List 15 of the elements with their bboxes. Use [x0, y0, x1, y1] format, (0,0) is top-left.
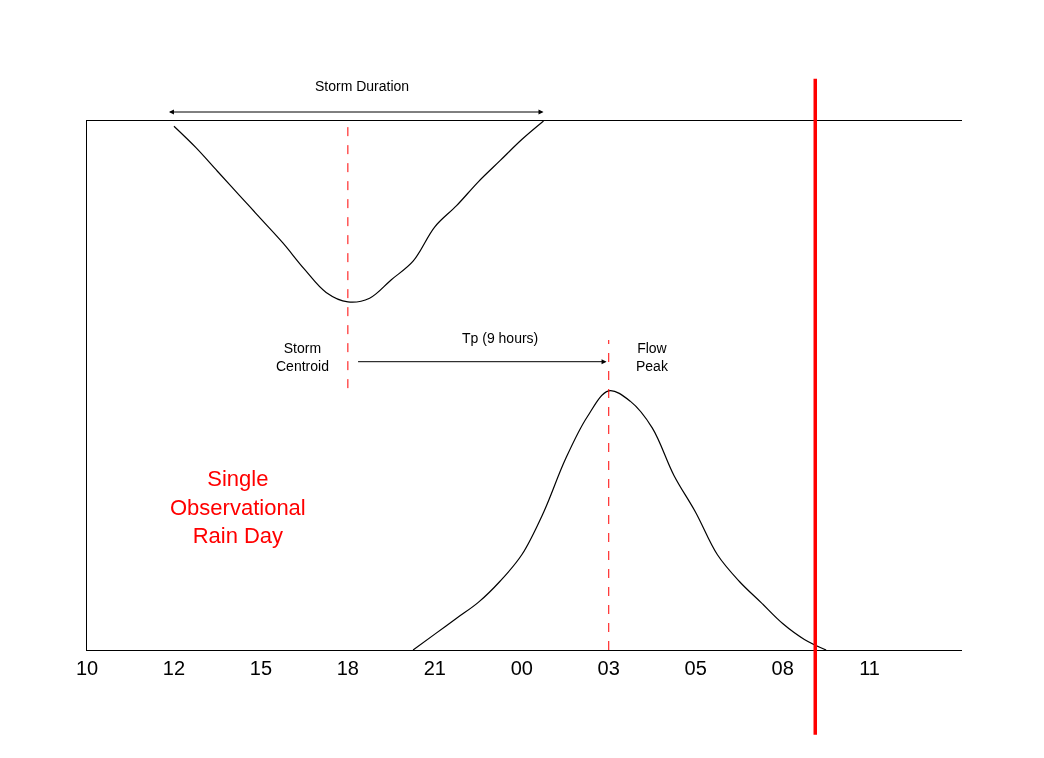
x-tick-label: 00: [510, 657, 533, 679]
x-tick-label: 12: [162, 657, 186, 679]
annotation: Storm Centroid: [276, 340, 329, 375]
text: Storm Duration: [315, 78, 410, 94]
x-tick-label: 21: [423, 657, 446, 679]
x-tick-label: 10: [75, 657, 99, 679]
x-tick-label: 15: [249, 657, 273, 679]
annotation: Tp (9 hours): [462, 330, 539, 346]
x-tick-label: 18: [336, 657, 359, 679]
x-tick-label: 03: [597, 657, 620, 679]
x-tick-label: 05: [684, 657, 707, 679]
annotation: Single Observational Rain Day: [170, 466, 306, 549]
x-tick-label: 11: [859, 657, 880, 679]
annotation: Flow Peak: [636, 340, 669, 375]
x-tick-label: 08: [771, 657, 794, 679]
